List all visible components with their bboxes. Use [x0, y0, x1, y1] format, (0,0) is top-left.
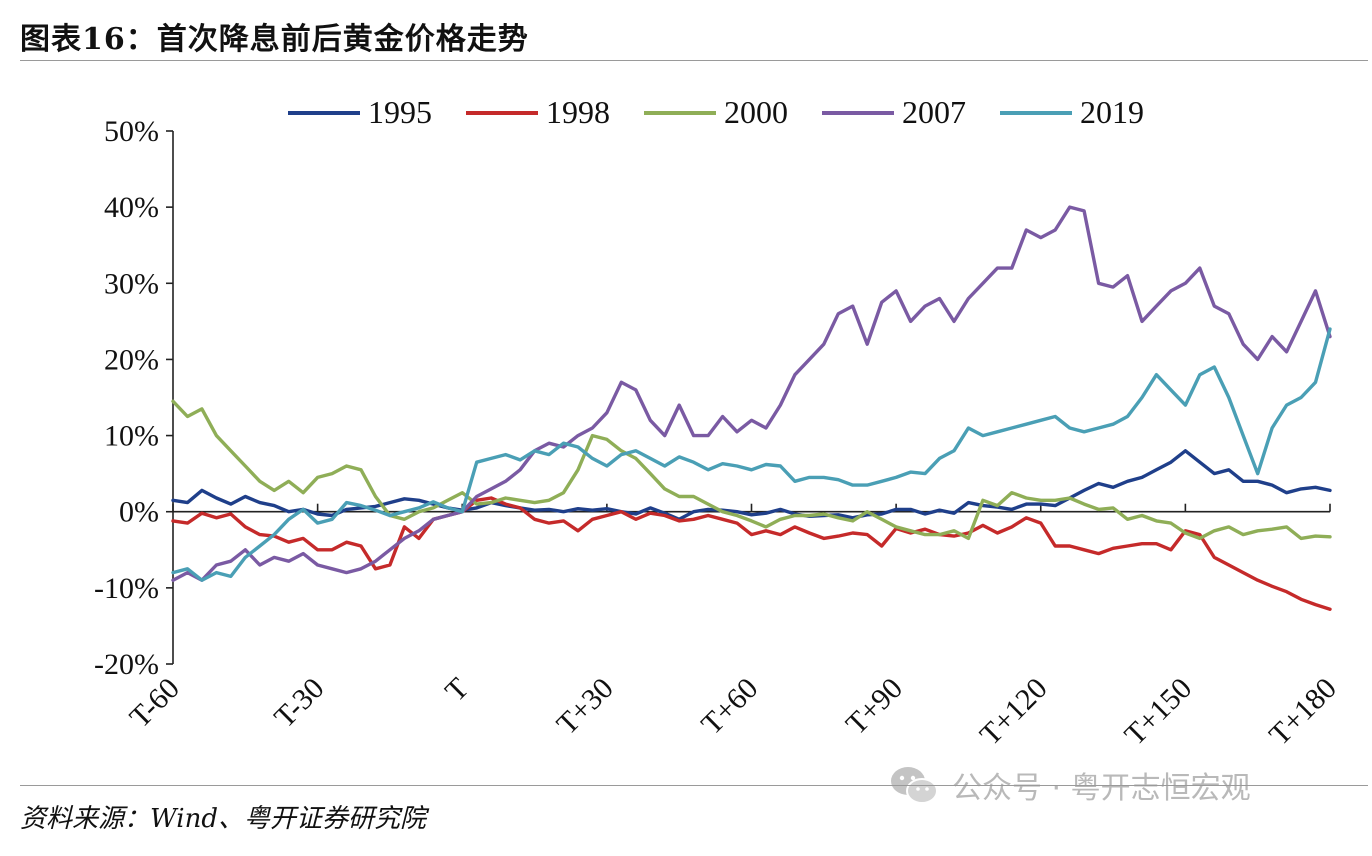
- legend-swatch: [466, 110, 538, 115]
- legend-swatch: [288, 110, 360, 115]
- y-tick-label: 10%: [104, 420, 159, 453]
- y-tick-label: -20%: [94, 648, 159, 681]
- source-divider: [20, 785, 1368, 786]
- chart-legend: 1995 1998 2000 2007 2019: [288, 94, 1178, 131]
- figure-title: 图表16：首次降息前后黄金价格走势: [20, 22, 529, 57]
- x-tick-label: T-30: [268, 672, 331, 735]
- x-tick-label: T+60: [695, 672, 764, 741]
- source-note: 资料来源：Wind、粤开证券研究院: [20, 804, 426, 834]
- x-tick-label: T+150: [1118, 672, 1198, 752]
- y-tick-label: -10%: [94, 572, 159, 605]
- legend-item-2000: 2000: [644, 94, 788, 131]
- legend-label: 1998: [546, 94, 610, 130]
- x-tick-label: T+90: [840, 672, 909, 741]
- x-tick-label: T+120: [974, 672, 1054, 752]
- y-tick-label: 20%: [104, 343, 159, 376]
- x-tick-label: T-60: [123, 672, 186, 735]
- x-tick-label: T: [439, 672, 475, 708]
- series-line-2000: [171, 399, 1332, 541]
- y-tick-label: 30%: [104, 267, 159, 300]
- x-tick-label: T+180: [1263, 672, 1343, 752]
- legend-swatch: [822, 110, 894, 115]
- watermark: 公众号 · 粤开志恒宏观: [888, 760, 1251, 810]
- y-tick-label: 50%: [104, 115, 159, 148]
- legend-label: 2019: [1080, 94, 1144, 130]
- watermark-text: 公众号 · 粤开志恒宏观: [952, 771, 1251, 806]
- legend-swatch: [1000, 110, 1072, 115]
- series-line-1998: [171, 496, 1332, 611]
- series-line-2007: [171, 205, 1332, 582]
- legend-label: 2000: [724, 94, 788, 130]
- legend-item-1995: 1995: [288, 94, 432, 131]
- legend-item-2019: 2019: [1000, 94, 1144, 131]
- legend-item-2007: 2007: [822, 94, 966, 131]
- y-tick-label: 40%: [104, 191, 159, 224]
- legend-label: 2007: [902, 94, 966, 130]
- legend-swatch: [644, 110, 716, 115]
- legend-label: 1995: [368, 94, 432, 130]
- title-divider: [20, 60, 1368, 61]
- x-tick-label: T+30: [550, 672, 619, 741]
- y-tick-label: 0%: [119, 496, 159, 529]
- legend-item-1998: 1998: [466, 94, 610, 131]
- series-line-2019: [171, 327, 1332, 582]
